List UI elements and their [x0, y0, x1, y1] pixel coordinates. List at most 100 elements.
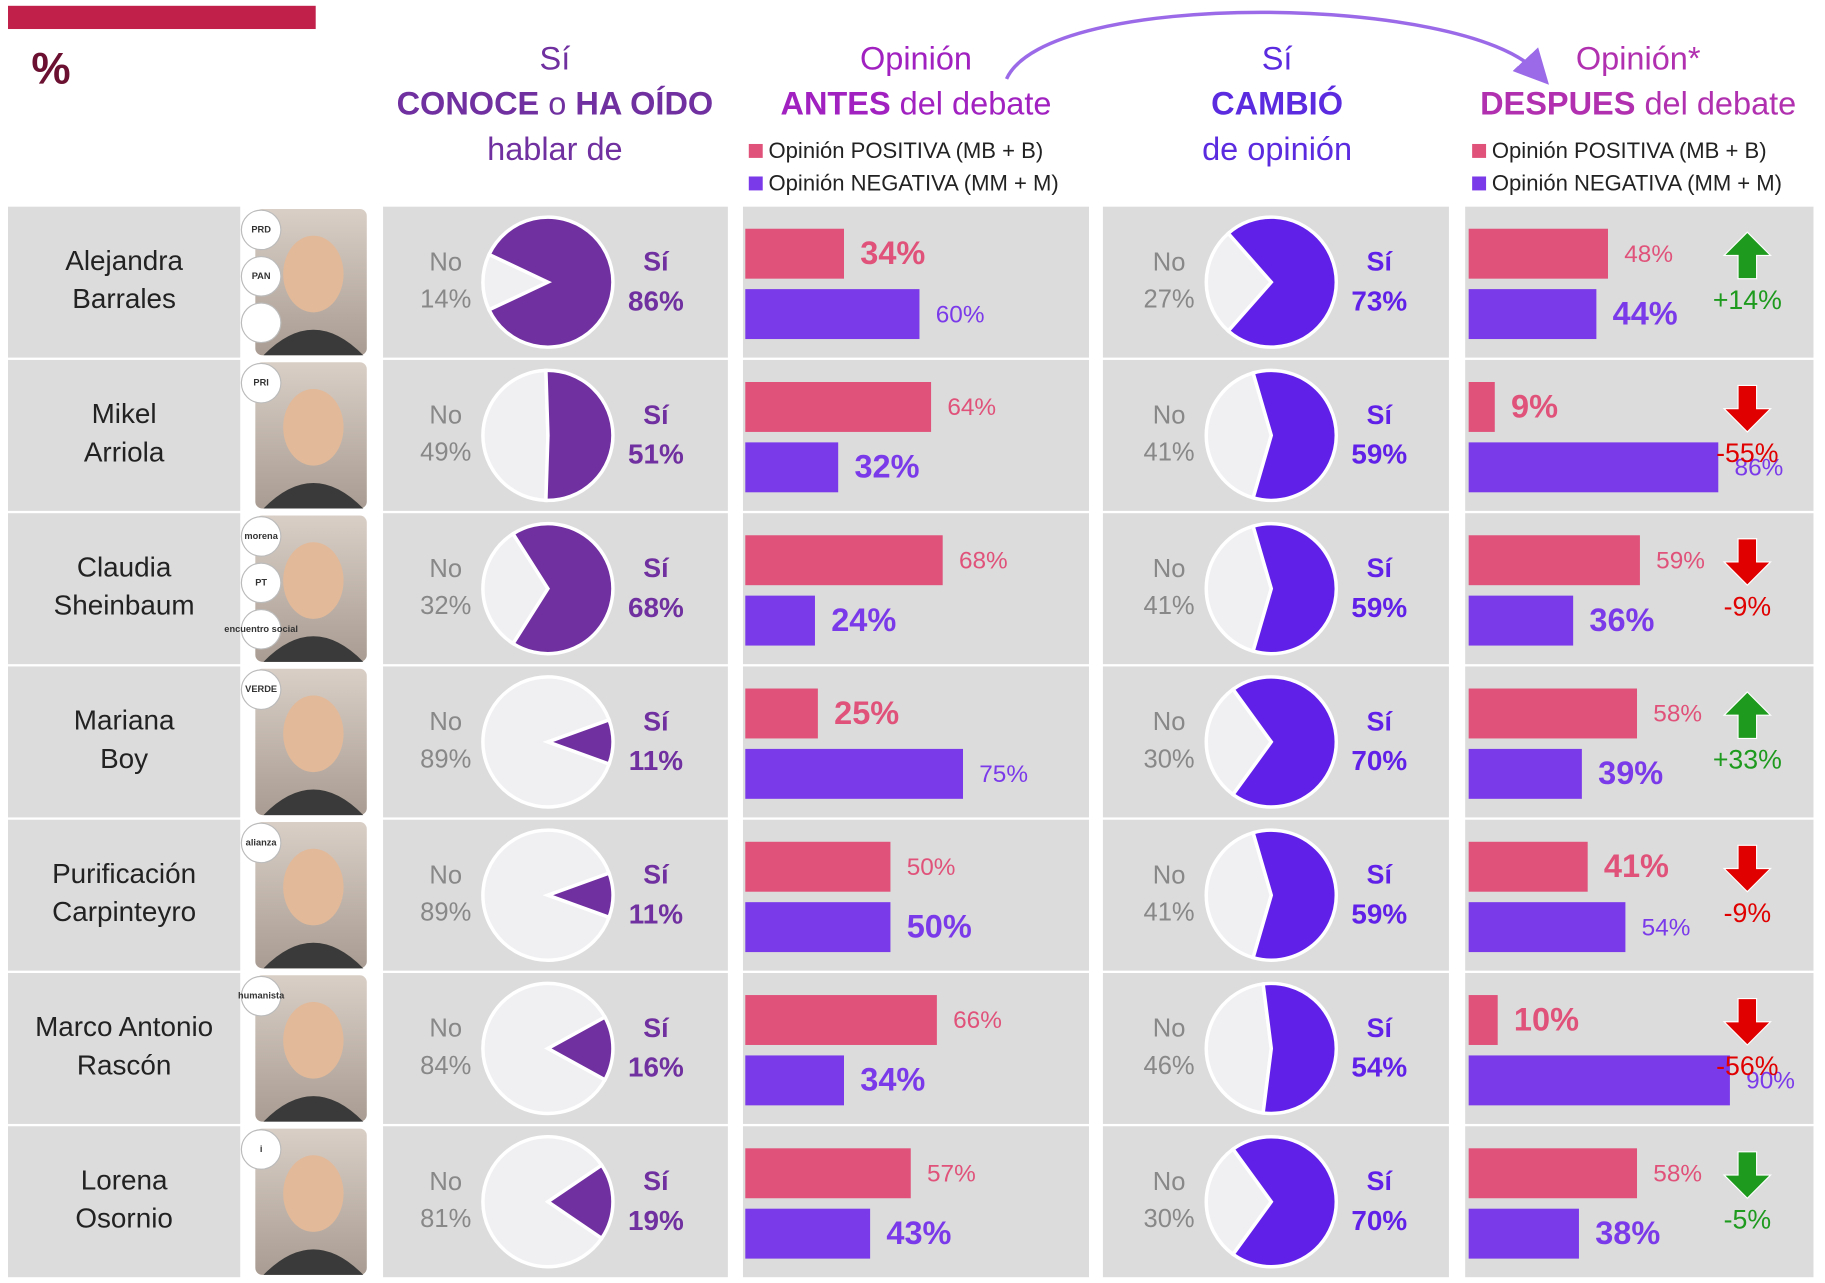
pie-label: Sí: [643, 1013, 670, 1043]
row-panel: [8, 359, 241, 511]
pie-slice-no: [1204, 370, 1274, 501]
party-name: humanista: [238, 991, 285, 1001]
bar-positive: [745, 995, 937, 1045]
header-part: Opinión*: [1576, 40, 1701, 76]
change-arrow: [1722, 384, 1772, 433]
bar-value: 24%: [831, 602, 896, 638]
pie-slice-si: [1225, 215, 1338, 349]
candidate-name: Sheinbaum: [54, 590, 195, 621]
pie-label: No: [1153, 248, 1186, 276]
pie-label: Sí: [643, 553, 670, 583]
column-header: CAMBIÓ: [1211, 84, 1343, 121]
bar-negative: [1468, 1055, 1730, 1106]
pie-value: 11%: [629, 898, 683, 929]
change-label: -55%: [1716, 438, 1778, 468]
candidate-name: Purificación: [52, 858, 196, 889]
header-part: o: [539, 85, 575, 121]
pie-label: No: [1153, 555, 1186, 583]
party-name: PAN: [252, 271, 271, 281]
pie-value: 51%: [628, 439, 684, 470]
party-logo: [240, 256, 282, 297]
pie-label: Sí: [1367, 1013, 1394, 1043]
bar-value: 41%: [1604, 848, 1669, 884]
party-name: alianza: [246, 837, 278, 847]
party-logo: [240, 362, 282, 404]
pie-slice-si: [544, 1162, 615, 1241]
pie-slice-no: [1204, 830, 1274, 960]
bar-value: 50%: [907, 854, 956, 881]
pie-label: No: [429, 1168, 462, 1196]
pie-value: 27%: [1144, 285, 1195, 313]
pie-label: No: [1153, 1168, 1186, 1196]
bar-value: 34%: [860, 1062, 925, 1098]
pie-slice-si: [1250, 368, 1339, 503]
header-part: de opinión: [1202, 131, 1352, 167]
legend-label: Opinión POSITIVA (MB + B): [1492, 138, 1767, 163]
party-logo: [240, 975, 282, 1017]
column-header: ANTES del debate: [780, 85, 1051, 121]
legend-label: Opinión POSITIVA (MB + B): [769, 138, 1044, 163]
transition-arrow: [1004, 10, 1550, 85]
change-arrow: [1722, 997, 1772, 1046]
candidate-name: Boy: [100, 743, 148, 774]
pie-slice-no: [1204, 524, 1274, 654]
pie-value: 41%: [1144, 592, 1195, 620]
pie-slice-si: [542, 717, 615, 767]
bar-value: 36%: [1589, 602, 1654, 638]
pie-label: No: [1153, 708, 1186, 736]
candidate-name: Mariana: [74, 705, 175, 736]
header-part: ANTES: [780, 85, 890, 121]
pie-value: 14%: [420, 285, 471, 313]
pie-value: 70%: [1351, 1205, 1407, 1236]
pie-slice-no: [481, 531, 550, 646]
pie-label: Sí: [643, 860, 670, 890]
header-part: CONOCE: [397, 85, 540, 121]
column-header: Sí: [1262, 40, 1293, 76]
pie-slice-no: [481, 981, 608, 1116]
bar-positive: [1468, 228, 1608, 279]
photo-face: [283, 235, 344, 313]
header-part: del debate: [1635, 85, 1796, 121]
bar-value: 90%: [1746, 1068, 1795, 1095]
pie-label: No: [429, 1015, 462, 1043]
photo-face: [283, 388, 344, 466]
pie-slice-no: [1204, 686, 1274, 797]
bar-negative: [1468, 748, 1582, 799]
bar-value: 66%: [953, 1007, 1002, 1034]
bar-value: 50%: [907, 908, 972, 944]
pie-label: Sí: [1367, 553, 1394, 583]
photo-face: [283, 695, 344, 773]
column-header: Opinión: [860, 40, 972, 76]
pie-slice-si: [1230, 675, 1338, 809]
candidate-name: Rascón: [77, 1049, 171, 1080]
header-part: del debate: [891, 85, 1052, 121]
change-arrow: [1722, 844, 1772, 893]
party-logo: [240, 822, 282, 864]
pie-value: 81%: [420, 1205, 471, 1233]
pie-slice-no: [1204, 1146, 1274, 1257]
candidate-name: Claudia: [77, 551, 172, 582]
pie-value: 41%: [1144, 439, 1195, 467]
row-panel: [8, 1126, 241, 1278]
pie-value: 16%: [628, 1052, 684, 1083]
pie-slice-no: [1204, 982, 1274, 1115]
change-label: -9%: [1724, 898, 1771, 928]
candidate-name: Lorena: [81, 1164, 168, 1195]
bar-value: 60%: [936, 301, 985, 328]
bar-value: 34%: [860, 235, 925, 271]
pie-value: 84%: [420, 1052, 471, 1080]
column-header: de opinión: [1202, 131, 1352, 167]
bar-value: 39%: [1598, 755, 1663, 791]
pie-value: 86%: [628, 285, 684, 316]
legend-label: Opinión NEGATIVA (MM + M): [769, 170, 1059, 195]
pie-value: 89%: [420, 745, 471, 773]
bar-positive: [1468, 381, 1495, 432]
pie-label: No: [1153, 861, 1186, 889]
pie-label: No: [429, 555, 462, 583]
photo-shoulders: [263, 789, 364, 816]
photo-shoulders: [263, 942, 364, 969]
legend-label: Opinión NEGATIVA (MM + M): [1492, 170, 1782, 195]
pie-value: 73%: [1351, 285, 1407, 316]
party-logo: [240, 1129, 282, 1170]
